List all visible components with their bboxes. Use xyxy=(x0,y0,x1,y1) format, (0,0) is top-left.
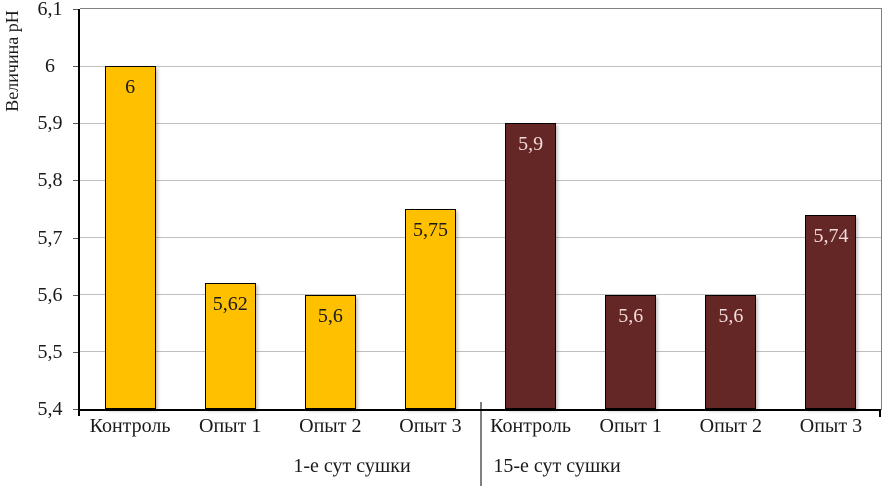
y-tick-label: 5,4 xyxy=(37,398,63,420)
bar: 5,62 xyxy=(204,283,256,409)
category-label: Опыт 2 xyxy=(699,415,762,437)
bar: 6 xyxy=(104,66,156,409)
x-axis-line xyxy=(78,409,881,411)
category-label: Опыт 3 xyxy=(799,415,863,437)
bar-value-label: 5,62 xyxy=(212,293,248,316)
y-tick-mark xyxy=(73,123,80,125)
gridline xyxy=(80,237,881,239)
y-tick-label: 5,7 xyxy=(37,226,63,249)
category-label: Опыт 3 xyxy=(399,415,462,437)
bar: 5,6 xyxy=(705,294,757,409)
gridline xyxy=(80,179,881,181)
gridline xyxy=(80,122,881,124)
bar-value-label: 5,6 xyxy=(317,304,343,327)
bar: 5,75 xyxy=(404,209,456,409)
y-tick-mark xyxy=(73,9,80,10)
group-label: 15-е сут сушки xyxy=(493,455,621,477)
gridline xyxy=(80,294,881,296)
y-tick-label: 5,8 xyxy=(37,169,63,192)
y-tick-mark xyxy=(73,351,80,353)
y-tick-mark xyxy=(73,180,80,182)
y-tick-label: 5,9 xyxy=(37,112,63,135)
category-label: Опыт 1 xyxy=(599,415,662,437)
bar: 5,9 xyxy=(505,123,557,409)
gridline xyxy=(80,351,881,353)
gridline xyxy=(80,65,881,67)
bar: 5,6 xyxy=(605,294,657,409)
bar-value-label: 5,75 xyxy=(412,219,448,241)
x-axis-boundary-tick xyxy=(879,409,881,417)
bar-value-label: 5,6 xyxy=(618,304,644,327)
bar: 5,74 xyxy=(805,214,857,409)
plot-border-top xyxy=(80,8,882,9)
category-label: Опыт 1 xyxy=(199,415,262,437)
group-divider xyxy=(480,402,482,486)
plot-area: 6 5,62 5,6 5,75 5,9 5,6 5,6 5,74 xyxy=(80,9,881,409)
y-tick-mark xyxy=(73,294,80,296)
y-tick-label: 5,6 xyxy=(37,283,63,306)
y-tick-mark xyxy=(73,409,80,410)
plot-border-right xyxy=(881,9,882,410)
y-tick-label: 5,5 xyxy=(37,340,63,363)
y-tick-label: 6 xyxy=(45,55,55,78)
y-tick-label: 6,1 xyxy=(37,0,63,20)
bar: 5,6 xyxy=(304,294,356,409)
bar-value-label: 5,74 xyxy=(813,224,849,247)
category-label: Опыт 2 xyxy=(299,415,362,437)
y-tick-mark xyxy=(73,66,80,68)
bar-value-label: 5,9 xyxy=(518,133,544,156)
group-label: 1-е сут сушки xyxy=(293,455,411,477)
y-tick-mark xyxy=(73,237,80,239)
category-label: Контроль xyxy=(490,415,571,437)
bar-value-label: 6 xyxy=(125,76,136,99)
category-label: Контроль xyxy=(89,415,171,437)
y-axis-line xyxy=(78,9,80,416)
bar-value-label: 5,6 xyxy=(718,304,744,327)
